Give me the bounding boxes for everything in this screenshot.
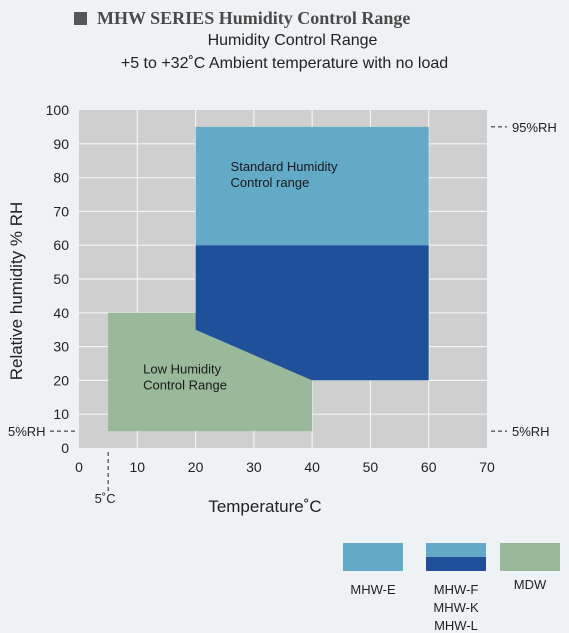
x-tick-label: 50 <box>363 459 379 475</box>
y-tick-label: 90 <box>53 136 69 152</box>
title-bullet-icon <box>74 12 87 25</box>
chart-subtitle: Humidity Control Range <box>207 32 378 49</box>
region-annotation-line: Standard Humidity <box>231 159 338 174</box>
region-annotation-0: Standard Humidity Control range <box>231 159 338 190</box>
y-tick-label: 0 <box>61 440 69 456</box>
region-0 <box>108 312 313 432</box>
y-tick-label: 80 <box>53 170 69 186</box>
legend-label: MHW-F MHW-K MHW-L <box>433 582 479 633</box>
y-axis-title: Relative humidity % RH <box>7 202 26 381</box>
y-tick-label: 10 <box>53 406 69 422</box>
legend-label-line: MHW-K <box>433 600 479 615</box>
region-2 <box>195 245 429 381</box>
x-tick-label: 0 <box>75 459 83 475</box>
x-tick-label: 10 <box>129 459 145 475</box>
ref-label-bottom: 5˚C <box>95 491 116 506</box>
region-1 <box>195 126 429 246</box>
ref-label-left: 5%RH <box>8 424 46 439</box>
region-annotation-1: Low Humidity Control Range <box>143 362 227 393</box>
y-tick-label: 30 <box>53 339 69 355</box>
legend-label-line: MDW <box>514 577 547 592</box>
x-tick-label: 40 <box>304 459 320 475</box>
legend-swatch-top <box>426 543 486 557</box>
region-annotation-line: Control range <box>231 175 310 190</box>
region-annotation-line: Control Range <box>143 378 227 393</box>
x-tick-label: 20 <box>188 459 204 475</box>
legend-swatch <box>343 543 403 571</box>
y-tick-label: 70 <box>53 203 69 219</box>
region-annotation-line: Low Humidity <box>143 362 222 377</box>
x-tick-label: 30 <box>246 459 262 475</box>
legend-label: MHW-E <box>350 582 396 597</box>
x-axis-title: Temperature˚C <box>208 497 321 516</box>
legend-swatch-bottom <box>426 557 486 571</box>
ref-label-right: 95%RH <box>512 120 557 135</box>
chart-condition-note: +5 to +32˚C Ambient temperature with no … <box>120 55 449 72</box>
page-title-text: MHW SERIES Humidity Control Range <box>97 8 411 28</box>
legend-label-line: MHW-E <box>350 582 396 597</box>
x-tick-label: 70 <box>479 459 495 475</box>
legend-label-line: MHW-L <box>434 618 478 633</box>
y-tick-label: 60 <box>53 237 69 253</box>
y-tick-label: 20 <box>53 372 69 388</box>
legend-swatch <box>500 543 560 571</box>
legend-label: MDW <box>514 577 547 592</box>
page-title: MHW SERIES Humidity Control Range <box>74 8 410 29</box>
ref-label-right: 5%RH <box>512 424 550 439</box>
y-tick-label: 100 <box>46 102 70 118</box>
y-tick-label: 50 <box>53 271 69 287</box>
y-tick-label: 40 <box>53 305 69 321</box>
x-tick-label: 60 <box>421 459 437 475</box>
legend-label-line: MHW-F <box>434 582 479 597</box>
